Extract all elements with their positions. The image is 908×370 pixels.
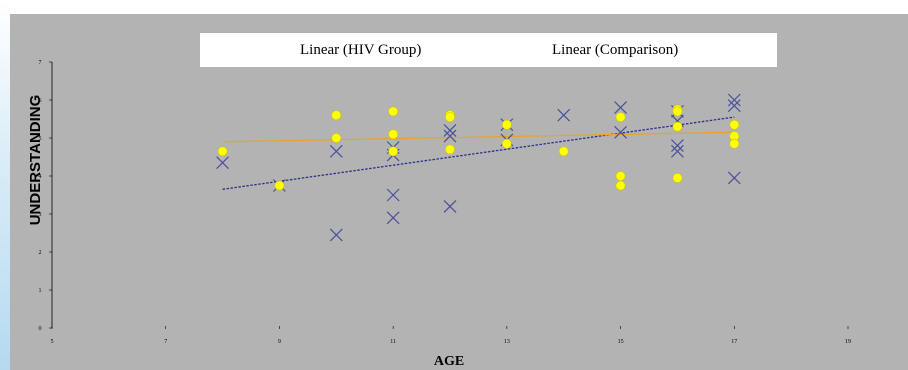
comparison-point — [389, 130, 398, 139]
comparison-point — [730, 139, 739, 148]
hiv-group-trendline — [223, 117, 735, 189]
comparison-point — [332, 111, 341, 120]
hiv-group-point — [387, 189, 399, 201]
hiv-group-point — [671, 145, 683, 157]
x-tick-label: 17 — [731, 339, 737, 345]
comparison-point — [332, 133, 341, 142]
hiv-group-point — [444, 124, 456, 136]
legend-item-comparison-trend: Linear (Comparison) — [552, 42, 678, 59]
comparison-point — [673, 107, 682, 116]
hiv-group-point — [387, 212, 399, 224]
hiv-group-point — [728, 172, 740, 184]
x-axis-ticks: 5 7 9 11 13 15 17 19 — [51, 326, 852, 345]
comparison-point — [445, 145, 454, 154]
x-tick-label: 5 — [51, 339, 54, 345]
hiv-group-point — [217, 157, 229, 169]
hiv-group-point — [444, 200, 456, 212]
comparison-point — [275, 181, 284, 190]
comparison-trendline — [223, 132, 735, 142]
comparison-point — [445, 113, 454, 122]
hiv-group-point — [615, 102, 627, 114]
hiv-group-point — [671, 140, 683, 152]
comparison-point — [502, 139, 511, 148]
y-tick-label: 0 — [39, 326, 42, 332]
y-axis-title: UNDERSTANDING — [27, 95, 44, 226]
comparison-point — [673, 122, 682, 131]
hiv-group-point — [558, 109, 570, 121]
comparison-point — [218, 147, 227, 156]
comparison-point — [502, 120, 511, 129]
data-points — [217, 94, 741, 241]
hiv-group-point — [330, 145, 342, 157]
trendlines — [223, 117, 735, 189]
hiv-group-point — [728, 94, 740, 106]
comparison-point — [616, 113, 625, 122]
y-tick-label: 2 — [39, 250, 42, 256]
comparison-point — [389, 107, 398, 116]
comparison-point — [559, 147, 568, 156]
legend-item-hiv-trend: Linear (HIV Group) — [300, 42, 421, 59]
hiv-group-point — [330, 229, 342, 241]
chart-legend: Linear (HIV Group) Linear (Comparison) — [200, 33, 777, 67]
x-tick-label: 19 — [845, 339, 851, 345]
y-tick-label: 7 — [39, 60, 42, 66]
hiv-group-point — [728, 100, 740, 112]
x-tick-label: 7 — [164, 339, 167, 345]
x-axis-title: AGE — [434, 354, 464, 369]
x-tick-label: 13 — [504, 339, 510, 345]
y-tick-label: 1 — [39, 288, 42, 294]
comparison-point — [389, 147, 398, 156]
comparison-point — [616, 181, 625, 190]
comparison-point — [730, 120, 739, 129]
x-tick-label: 11 — [390, 339, 396, 345]
hiv-group-point — [444, 130, 456, 142]
comparison-point — [616, 171, 625, 180]
x-tick-label: 15 — [618, 339, 624, 345]
comparison-point — [673, 173, 682, 182]
x-tick-label: 9 — [278, 339, 281, 345]
